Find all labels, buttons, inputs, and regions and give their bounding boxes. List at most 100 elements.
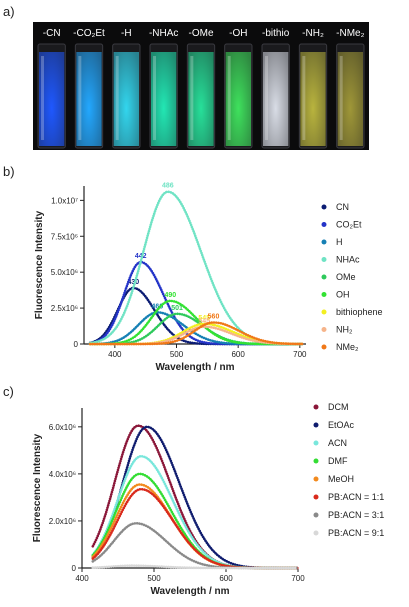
legend-label-2: ACN [328, 438, 347, 448]
vial-fluorescence [151, 52, 177, 146]
legend-label-0: CN [336, 202, 349, 212]
peak-label: 490 [164, 292, 176, 299]
vial-label: -NMe₂ [336, 28, 364, 39]
legend-label-2: H [336, 237, 343, 247]
x-axis-label: Wavelength / nm [150, 586, 229, 597]
vial-fluorescence [300, 52, 326, 146]
series-line-6 [91, 522, 299, 570]
vial-label: -NH₂ [302, 28, 324, 39]
legend-marker-8 [321, 344, 327, 350]
legend-label-4: OMe [336, 272, 356, 282]
legend-label-6: bithiophene [336, 307, 383, 317]
legend-marker-3 [313, 458, 319, 464]
vial-highlight [265, 56, 268, 140]
legend-marker-6 [321, 309, 327, 315]
vial-fluorescence [39, 52, 65, 146]
peak-label: 469 [152, 303, 164, 310]
vial-highlight [227, 56, 231, 140]
panel-label-a: a) [3, 4, 15, 19]
vial-highlight [339, 56, 343, 140]
vial-highlight [78, 56, 82, 140]
x-tick-label: 700 [293, 350, 307, 359]
x-tick-label: 400 [75, 574, 89, 583]
series-line-8 [88, 321, 304, 346]
vial-fluorescence [263, 52, 289, 146]
vial-photo: -CN -CO₂Et -H -NHAc -OMe -OH -bithio -NH₂ -NMe₂ [33, 22, 369, 150]
legend-marker-7 [321, 327, 327, 332]
vial-highlight [153, 56, 156, 140]
peak-label: 545 [198, 315, 210, 322]
legend-label-7: NH₂ [336, 325, 353, 335]
panel-label-c: c) [3, 384, 14, 399]
vial-label: -bithio [262, 28, 290, 39]
y-tick-label: 2.5x10⁶ [51, 304, 78, 313]
peak-label: 501 [171, 305, 183, 312]
y-tick-label: 0 [72, 564, 77, 573]
legend-marker-1 [321, 222, 327, 227]
x-tick-label: 400 [108, 350, 122, 359]
y-tick-label: 0 [74, 340, 79, 349]
series-line-7 [91, 564, 299, 570]
x-tick-label: 500 [147, 574, 161, 583]
legend-marker-5 [313, 494, 319, 500]
peak-label: 442 [135, 253, 147, 260]
vial-label: -OH [229, 28, 247, 39]
vial-fluorescence [188, 52, 214, 146]
peak-label: 545 [198, 318, 210, 325]
legend-label-0: DCM [328, 402, 349, 412]
panel-label-b: b) [3, 164, 15, 179]
x-tick-label: 600 [219, 574, 233, 583]
y-tick-label: 2.0x10⁶ [49, 517, 76, 526]
legend-marker-5 [321, 292, 327, 297]
emission-spectra-chart: 0 2.5x10⁶ 5.0x10⁶ 7.5x10⁶ 1.0x10⁷ 400 500 600 70… [34, 183, 383, 373]
x-tick-label: 600 [231, 350, 245, 359]
legend-label-5: OH [336, 290, 350, 300]
legend-label-1: CO₂Et [336, 220, 362, 230]
vial-fluorescence [113, 52, 139, 146]
legend-marker-4 [313, 476, 319, 482]
vial-fluorescence [225, 52, 251, 146]
legend-label-3: DMF [328, 456, 348, 466]
vial-label: -NHAc [149, 28, 178, 39]
legend-marker-3 [321, 257, 327, 262]
peak-label: 486 [162, 183, 174, 190]
solvent-spectra-chart: 0 2.0x10⁶ 4.0x10⁶ 6.0x10⁶ 400 500 600 700 Wavele… [32, 402, 384, 597]
y-tick-label: 5.0x10⁶ [51, 268, 78, 277]
y-tick-label: 1.0x10⁷ [51, 196, 78, 205]
x-tick-label: 500 [170, 350, 184, 359]
legend-marker-0 [321, 204, 327, 210]
series-line-1 [88, 260, 304, 346]
vial-photo-graphic: -CN -CO₂Et -H -NHAc -OMe -OH -bithio -NH₂ -NMe₂ [37, 28, 365, 149]
legend-label-3: NHAc [336, 255, 360, 265]
vial-label: -CN [43, 28, 61, 39]
vial-highlight [302, 56, 306, 140]
vial-highlight [41, 56, 44, 140]
y-tick-label: 6.0x10⁶ [49, 423, 76, 432]
vial-fluorescence [76, 52, 102, 146]
vial-label: -OMe [189, 28, 214, 39]
legend-marker-7 [313, 530, 319, 536]
legend-label-4: MeOH [328, 474, 354, 484]
legend-marker-6 [313, 512, 319, 518]
vial-highlight [190, 56, 194, 140]
x-axis-label: Wavelength / nm [155, 362, 234, 373]
series-line-4 [91, 483, 299, 570]
vial-highlight [115, 56, 119, 140]
y-axis-label: Fluorescence Intensity [32, 433, 43, 542]
legend-marker-0 [313, 404, 319, 410]
y-axis-label: Fluorescence Intensity [34, 210, 45, 319]
legend-label-7: PB:ACN = 9:1 [328, 528, 384, 538]
peak-label: 430 [127, 279, 139, 286]
legend-marker-4 [321, 274, 327, 280]
legend-marker-2 [321, 239, 327, 245]
legend-marker-2 [313, 440, 319, 446]
legend-marker-1 [313, 422, 319, 428]
vial-label: -CO₂Et [73, 28, 105, 39]
y-tick-label: 7.5x10⁶ [51, 232, 78, 241]
x-tick-label: 700 [291, 574, 305, 583]
y-tick-label: 4.0x10⁶ [49, 470, 76, 479]
legend-label-6: PB:ACN = 3:1 [328, 510, 384, 520]
legend-label-5: PB:ACN = 1:1 [328, 492, 384, 502]
vial-label: -H [121, 28, 132, 39]
vial-fluorescence [337, 52, 363, 146]
